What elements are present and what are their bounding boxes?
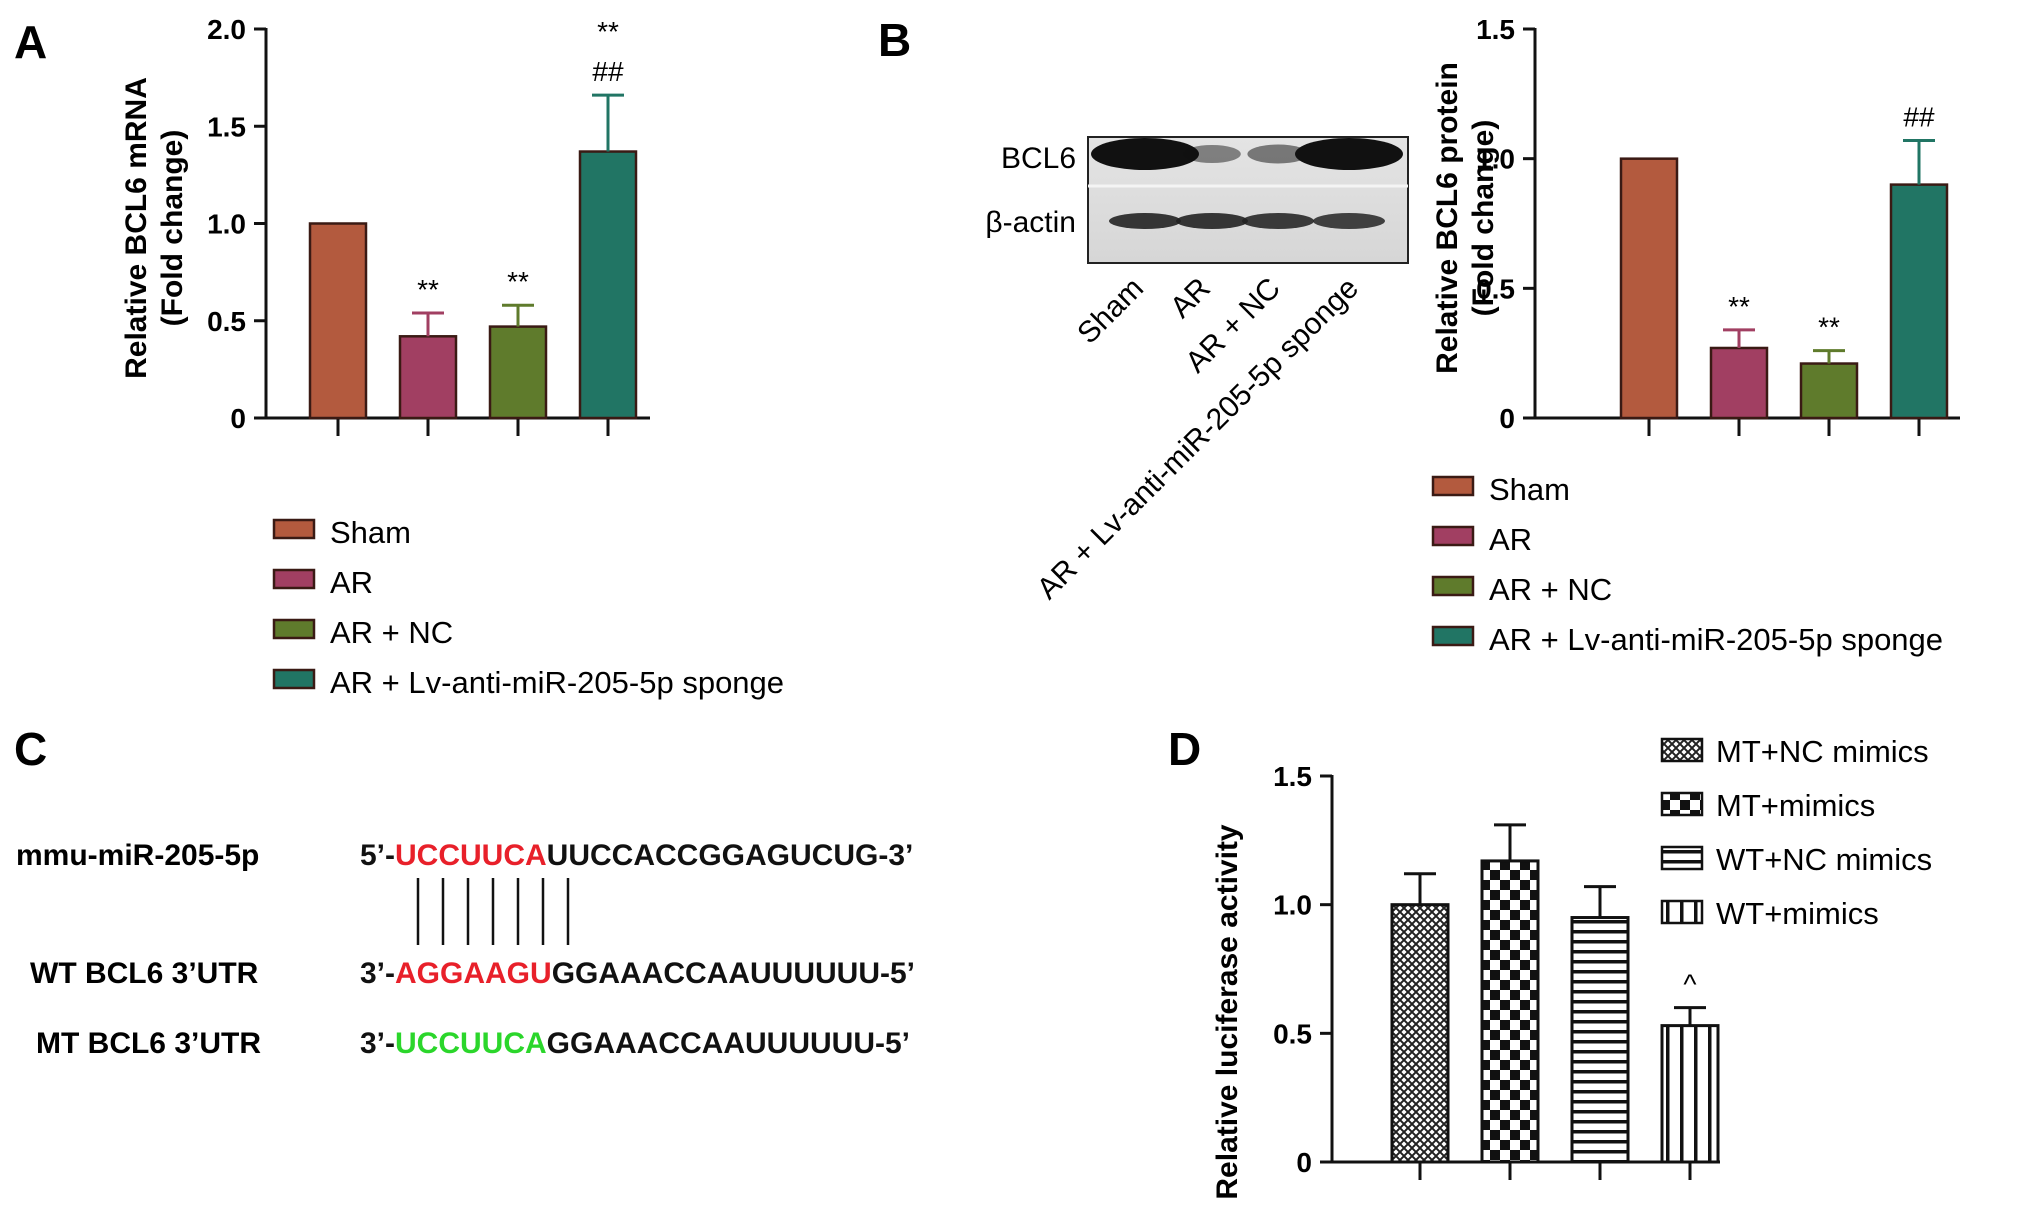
panel-label-b: B <box>878 14 911 66</box>
sequence-seed: UCCUUCA <box>395 1027 547 1060</box>
bar <box>1799 362 1859 420</box>
legend-label: AR + NC <box>330 615 453 650</box>
significance-mark: ** <box>1818 312 1840 343</box>
legend-swatch <box>272 518 316 540</box>
blot-band-label-bcl6: BCL6 <box>1001 142 1076 175</box>
blot-band-bcl6 <box>1091 138 1199 170</box>
y-tick-label: 1.5 <box>1273 761 1312 792</box>
significance-mark: ** ## <box>592 16 624 87</box>
y-tick-label: 0 <box>1499 403 1515 434</box>
legend-swatch <box>1660 791 1704 817</box>
sequence-seed: UCCUUCA <box>395 839 547 872</box>
blot-lane-label: AR <box>1164 272 1217 325</box>
y-tick-label: 0.5 <box>207 306 246 337</box>
chart-a: 0 0.5 1.0 1.5 2.0 Relative BCL6 mRNA (Fold cha… <box>120 14 784 700</box>
y-axis-label: (Fold change) <box>1467 120 1500 317</box>
legend-label: AR + Lv-anti-miR-205-5p sponge <box>1489 622 1943 657</box>
bar <box>1480 859 1540 1164</box>
y-tick-label: 1.0 <box>1476 144 1515 175</box>
bar <box>488 325 548 420</box>
legend-label: MT+NC mimics <box>1716 734 1929 769</box>
bar <box>398 335 458 420</box>
y-tick-label: 1.0 <box>207 209 246 240</box>
sequence: 5’-UCCUUCAUUCCACCGGAGUCUG-3’ <box>360 839 913 872</box>
sequence-name: WT BCL6 3’UTR <box>30 957 259 990</box>
y-tick-label: 0 <box>1296 1147 1312 1178</box>
legend-label: Sham <box>1489 472 1570 507</box>
legend-swatch <box>1660 899 1704 925</box>
significance-mark: ** <box>1728 291 1750 322</box>
blot-band-actin <box>1109 213 1181 229</box>
y-tick-label: 1.5 <box>207 111 246 142</box>
legend-label: AR + NC <box>1489 572 1612 607</box>
legend-swatch <box>272 568 316 590</box>
legend-swatch <box>1660 845 1704 871</box>
blot-lane-label: Sham <box>1071 272 1150 351</box>
bar <box>1889 183 1949 420</box>
blot-band-bcl6 <box>1247 144 1309 164</box>
sequence-prefix: 3’- <box>360 957 395 990</box>
legend-label: WT+NC mimics <box>1716 842 1932 877</box>
bar <box>1660 1024 1720 1164</box>
bar <box>1619 157 1679 420</box>
chart-d: 0 0.5 1.0 1.5 Relative luciferase activity ^ M… <box>1211 734 1932 1200</box>
legend-label: AR <box>330 565 373 600</box>
legend-label: WT+mimics <box>1716 896 1879 931</box>
sequence-name: MT BCL6 3’UTR <box>36 1027 261 1060</box>
significance-mark: ** <box>507 266 529 297</box>
legend-label: AR <box>1489 522 1532 557</box>
y-tick-label: 2.0 <box>207 14 246 45</box>
legend-label: Sham <box>330 515 411 550</box>
bar <box>1709 346 1769 420</box>
blot-band-actin <box>1242 213 1314 229</box>
legend-swatch <box>1431 475 1475 497</box>
y-axis-label: Relative luciferase activity <box>1211 824 1244 1200</box>
bar <box>578 150 638 420</box>
y-tick-label: 0.5 <box>1476 273 1515 304</box>
sequence-prefix: 5’- <box>360 839 395 872</box>
sequence-rest: UUCCACCGGAGUCUG-3’ <box>547 839 914 872</box>
legend-swatch <box>1431 575 1475 597</box>
sequence-rest: GGAAACCAAUUUUUU-5’ <box>552 957 915 990</box>
sequence-seed: AGGAAGU <box>395 957 552 990</box>
y-tick-label: 0 <box>230 403 246 434</box>
sequence-rest: GGAAACCAAUUUUUU-5’ <box>547 1027 910 1060</box>
blot-band-label-actin: β-actin <box>985 206 1076 239</box>
legend-label: AR + Lv-anti-miR-205-5p sponge <box>330 665 784 700</box>
sequence-prefix: 3’- <box>360 1027 395 1060</box>
bar <box>1570 916 1630 1164</box>
y-tick-label: 1.5 <box>1476 14 1515 45</box>
blot-band-bcl6 <box>1295 138 1403 170</box>
y-tick-label: 1.0 <box>1273 890 1312 921</box>
y-axis-label: (Fold change) <box>156 130 189 327</box>
blot-band-actin <box>1313 213 1385 229</box>
significance-mark: ## <box>1903 102 1935 133</box>
panel-label-a: A <box>14 16 47 68</box>
sequence-alignment: mmu-miR-205-5p 5’-UCCUUCAUUCCACCGGAGUCUG-… <box>16 839 915 1060</box>
sequence: 3’-AGGAAGUGGAAACCAAUUUUUU-5’ <box>360 957 915 990</box>
chart-b: 0 0.5 1.0 1.5 Relative BCL6 protein (Fold cha… <box>1431 14 1960 657</box>
legend-swatch <box>1431 625 1475 647</box>
legend-label: MT+mimics <box>1716 788 1875 823</box>
legend-swatch <box>1431 525 1475 547</box>
blot-band-bcl6 <box>1183 145 1241 163</box>
y-axis-label: Relative BCL6 mRNA <box>120 77 153 379</box>
legend-swatch <box>272 668 316 690</box>
panel-label-c: C <box>14 723 47 775</box>
sequence: 3’-UCCUUCAGGAAACCAAUUUUUU-5’ <box>360 1027 910 1060</box>
y-axis-label: Relative BCL6 protein <box>1431 62 1464 374</box>
sequence-name: mmu-miR-205-5p <box>16 839 259 872</box>
bar <box>308 222 368 420</box>
significance-mark: ** <box>417 274 439 305</box>
bar <box>1390 903 1450 1164</box>
y-tick-label: 0.5 <box>1273 1018 1312 1049</box>
blot-band-actin <box>1176 213 1248 229</box>
legend-swatch <box>272 618 316 640</box>
panel-label-d: D <box>1168 723 1201 775</box>
legend-swatch <box>1660 737 1704 763</box>
significance-mark: ^ <box>1683 969 1696 1000</box>
